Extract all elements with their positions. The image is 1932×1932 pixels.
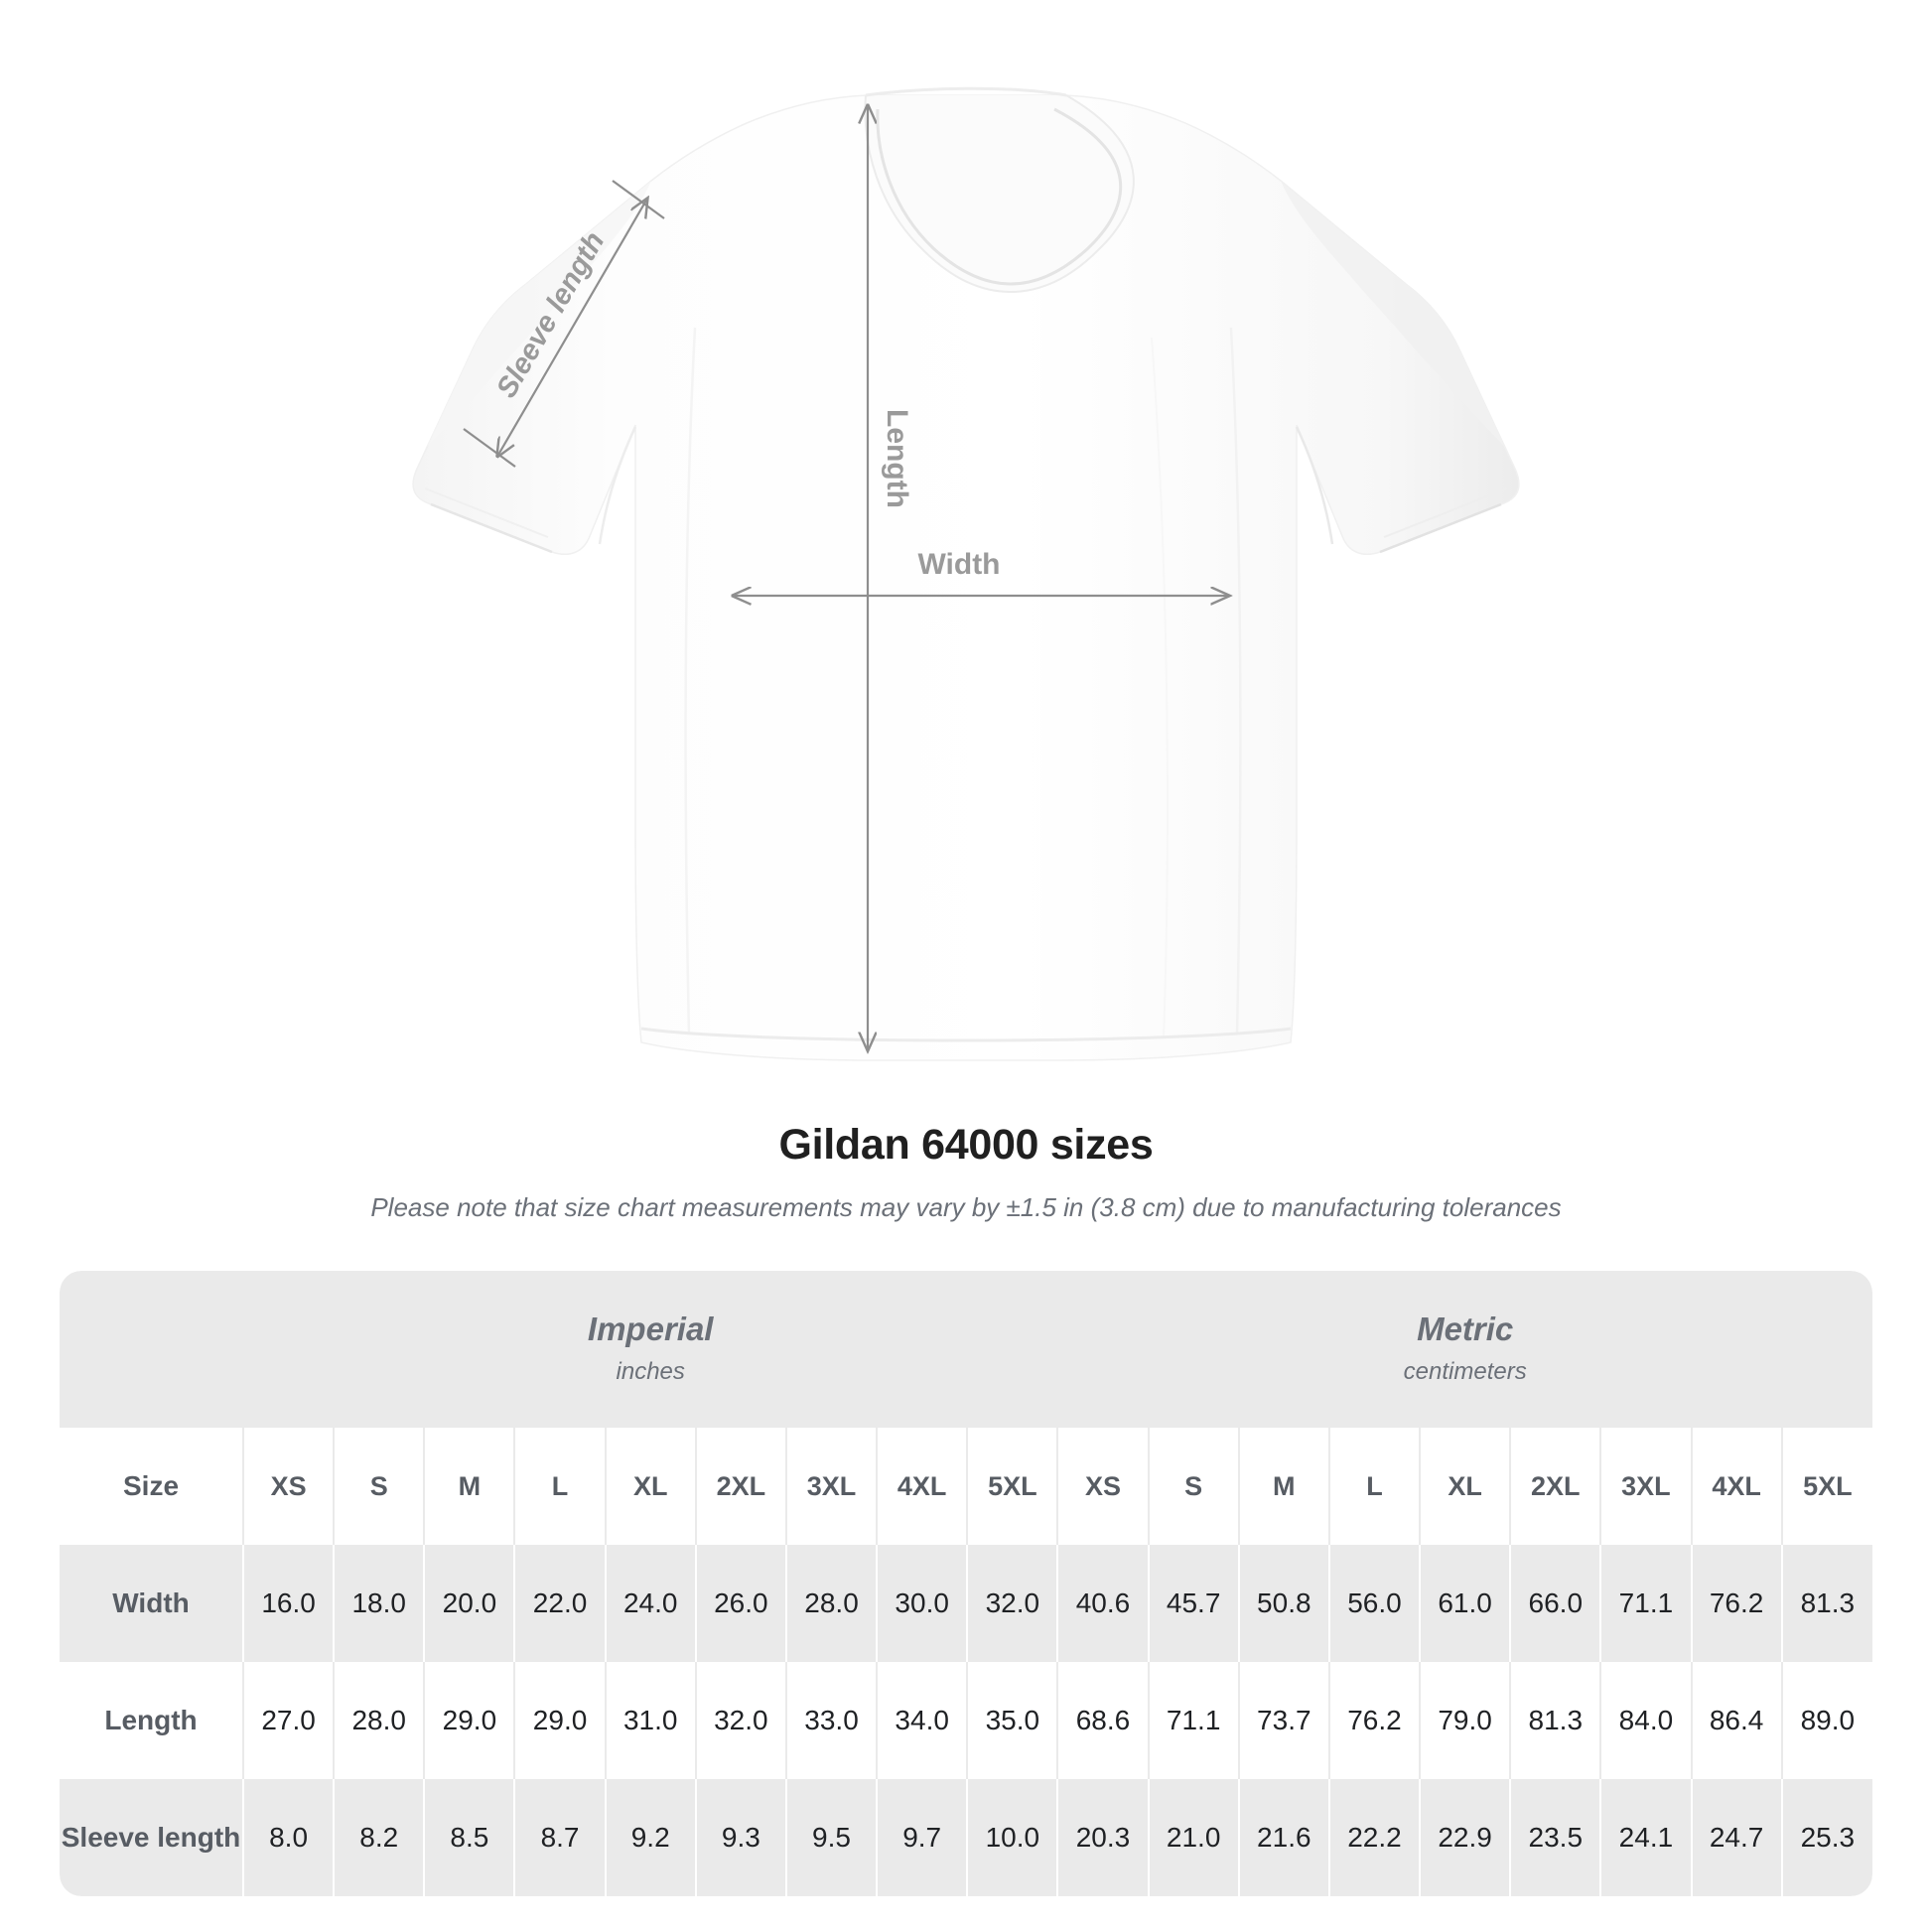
measurement-cell: 81.3 xyxy=(1780,1545,1872,1662)
width-label: Width xyxy=(917,548,1000,581)
measurement-cell: 8.0 xyxy=(241,1779,335,1896)
row-label-width: Width xyxy=(60,1545,243,1662)
unit-group-name: Metric xyxy=(1417,1311,1514,1348)
measurement-cell: 31.0 xyxy=(604,1662,696,1779)
measurement-cell: 61.0 xyxy=(1419,1545,1511,1662)
measurement-cell: 26.0 xyxy=(694,1545,786,1662)
size-header-cell: 4XL xyxy=(876,1428,968,1545)
size-header-row: Size XS S M L XL 2XL 3XL 4XL 5XL XS S M L XL 2XL 3XL 4XL 5… xyxy=(60,1428,1872,1545)
measurement-cell: 29.0 xyxy=(423,1662,515,1779)
length-label: Length xyxy=(881,409,913,508)
measurement-cell: 73.7 xyxy=(1237,1662,1329,1779)
measurement-cell: 28.0 xyxy=(784,1545,878,1662)
sleeve-length-dimension xyxy=(463,180,665,468)
measurement-cell: 16.0 xyxy=(241,1545,335,1662)
unit-group-row: Imperial inches Metric centimeters xyxy=(60,1271,1872,1428)
size-header-cell: L xyxy=(1327,1428,1421,1545)
tolerance-note: Please note that size chart measurements… xyxy=(370,1191,1562,1222)
measurement-cell: 18.0 xyxy=(333,1545,425,1662)
measurement-cell: 32.0 xyxy=(694,1662,786,1779)
size-header-cell: 3XL xyxy=(784,1428,878,1545)
measurement-cell: 27.0 xyxy=(241,1662,335,1779)
unit-group-subtitle: centimeters xyxy=(1403,1358,1527,1386)
measurement-cell: 68.6 xyxy=(1056,1662,1149,1779)
measurement-cell: 34.0 xyxy=(876,1662,968,1779)
measurement-cell: 9.5 xyxy=(784,1779,878,1896)
measurement-cell: 56.0 xyxy=(1327,1545,1421,1662)
measurement-cell: 9.3 xyxy=(694,1779,786,1896)
measurement-cell: 86.4 xyxy=(1690,1662,1782,1779)
size-column-header: Size xyxy=(60,1428,243,1545)
size-header-cell: 4XL xyxy=(1690,1428,1782,1545)
size-header-cell: 5XL xyxy=(966,1428,1058,1545)
size-header-cell: XL xyxy=(1419,1428,1511,1545)
size-header-cell: M xyxy=(423,1428,515,1545)
measurement-cell: 50.8 xyxy=(1237,1545,1329,1662)
measurement-cell: 9.2 xyxy=(604,1779,696,1896)
row-label-length: Length xyxy=(60,1662,243,1779)
size-header-cell: S xyxy=(1147,1428,1239,1545)
measurement-cell: 71.1 xyxy=(1147,1662,1239,1779)
measurement-cell: 35.0 xyxy=(966,1662,1058,1779)
size-header-cell: L xyxy=(513,1428,606,1545)
measurement-cell: 22.2 xyxy=(1327,1779,1421,1896)
measurement-cell: 28.0 xyxy=(333,1662,425,1779)
garment-diagram: Length Width Sleeve length xyxy=(412,86,1520,1061)
unit-row-spacer xyxy=(60,1271,243,1428)
measurement-cell: 24.7 xyxy=(1690,1779,1782,1896)
size-header-cell: XL xyxy=(604,1428,696,1545)
measurement-cell: 8.5 xyxy=(423,1779,515,1896)
measurement-cell: 9.7 xyxy=(876,1779,968,1896)
size-chart-table: Imperial inches Metric centimeters Size XS S M L… xyxy=(60,1271,1872,1896)
measurement-cell: 24.0 xyxy=(604,1545,696,1662)
measurement-cell: 71.1 xyxy=(1599,1545,1692,1662)
size-header-cell: 3XL xyxy=(1599,1428,1692,1545)
unit-group-subtitle: inches xyxy=(616,1358,685,1386)
measurement-cell: 89.0 xyxy=(1780,1662,1872,1779)
measurement-cell: 84.0 xyxy=(1599,1662,1692,1779)
measurement-cell: 8.2 xyxy=(333,1779,425,1896)
measurement-cell: 8.7 xyxy=(513,1779,606,1896)
measurement-cell: 22.9 xyxy=(1419,1779,1511,1896)
measurement-cell: 24.1 xyxy=(1599,1779,1692,1896)
size-chart-table-wrapper: Imperial inches Metric centimeters Size XS S M L… xyxy=(60,1271,1872,1896)
row-label-sleeve-length: Sleeve length xyxy=(60,1779,243,1896)
measurement-cell: 22.0 xyxy=(513,1545,606,1662)
unit-group-header-metric: Metric centimeters xyxy=(1057,1271,1872,1428)
table-row: Sleeve length 8.0 8.2 8.5 8.7 9.2 9.3 9.5 9.7 10.… xyxy=(60,1779,1872,1896)
measurement-cell: 66.0 xyxy=(1509,1545,1601,1662)
size-header-cell: 2XL xyxy=(694,1428,786,1545)
measurement-cell: 20.3 xyxy=(1056,1779,1149,1896)
table-row: Width 16.0 18.0 20.0 22.0 24.0 26.0 28.0 30.0 32.… xyxy=(60,1545,1872,1662)
size-header-cell: XS xyxy=(241,1428,335,1545)
measurement-cell: 32.0 xyxy=(966,1545,1058,1662)
measurement-cell: 10.0 xyxy=(966,1779,1058,1896)
page-title: Gildan 64000 sizes xyxy=(778,1121,1154,1169)
size-header-cell: S xyxy=(333,1428,425,1545)
size-header-cell: 5XL xyxy=(1780,1428,1872,1545)
table-row: Length 27.0 28.0 29.0 29.0 31.0 32.0 33.0 34.0 35… xyxy=(60,1662,1872,1779)
unit-group-header-imperial: Imperial inches xyxy=(243,1271,1058,1428)
measurement-cell: 21.6 xyxy=(1237,1779,1329,1896)
unit-group-name: Imperial xyxy=(587,1311,714,1348)
measurement-cell: 20.0 xyxy=(423,1545,515,1662)
size-header-cell: M xyxy=(1237,1428,1329,1545)
measurement-cell: 40.6 xyxy=(1056,1545,1149,1662)
measurement-cell: 25.3 xyxy=(1780,1779,1872,1896)
measurement-cell: 76.2 xyxy=(1690,1545,1782,1662)
measurement-cell: 45.7 xyxy=(1147,1545,1239,1662)
measurement-cell: 81.3 xyxy=(1509,1662,1601,1779)
size-header-cell: XS xyxy=(1056,1428,1149,1545)
measurement-cell: 33.0 xyxy=(784,1662,878,1779)
measurement-cell: 21.0 xyxy=(1147,1779,1239,1896)
measurement-cell: 30.0 xyxy=(876,1545,968,1662)
title-block: Gildan 64000 sizes Please note that size… xyxy=(0,1120,1932,1223)
measurement-cell: 76.2 xyxy=(1327,1662,1421,1779)
size-header-cell: 2XL xyxy=(1509,1428,1601,1545)
tshirt-illustration: Length Width Sleeve length xyxy=(412,86,1520,1061)
measurement-cell: 29.0 xyxy=(513,1662,606,1779)
measurement-cell: 79.0 xyxy=(1419,1662,1511,1779)
measurement-cell: 23.5 xyxy=(1509,1779,1601,1896)
